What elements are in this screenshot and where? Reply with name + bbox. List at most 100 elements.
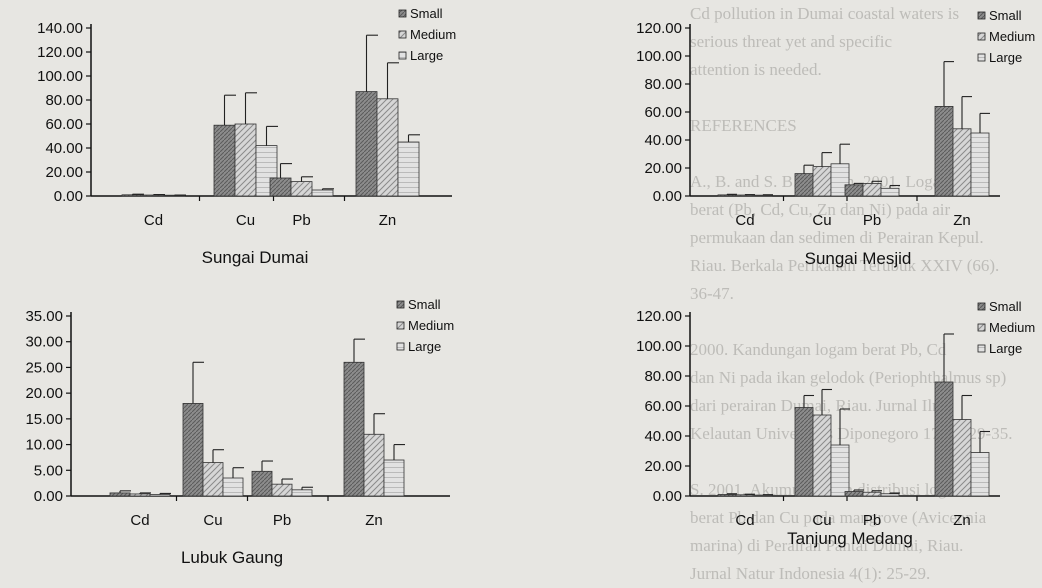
y-tick-label: 140.00 xyxy=(37,20,83,37)
background-text-line: Riau. Berkala Perikanan Terubuk XXIV (66… xyxy=(690,256,1000,275)
bar-medium-cd xyxy=(735,494,755,497)
legend-swatch xyxy=(396,300,405,309)
background-text-line: attention is needed. xyxy=(690,60,822,79)
bar-large-pb xyxy=(880,493,900,497)
y-tick-label: 100.00 xyxy=(37,68,83,85)
bar-large-zn xyxy=(970,452,990,497)
x-category-label: Cu xyxy=(812,512,831,529)
bar-medium-cd xyxy=(142,194,165,197)
bar-medium-zn xyxy=(952,128,972,197)
legend-label: Medium xyxy=(989,29,1035,44)
legend-swatch xyxy=(398,51,407,60)
background-text-line: 2000. Kandungan logam berat Pb, Cd xyxy=(690,340,947,359)
background-text-line: permukaan dan sedimen di Perairan Kepul. xyxy=(690,228,984,247)
legend-label: Small xyxy=(410,6,443,21)
legend-swatch xyxy=(977,302,986,311)
x-category-label: Cu xyxy=(236,212,255,229)
legend-label: Medium xyxy=(408,318,454,333)
x-category-label: Zn xyxy=(365,512,383,529)
chart-lubuk-gaung: 0.00 5.00 10.00 15.00 20.00 25.00 30.00 35.00 Cd… xyxy=(25,297,454,567)
y-tick-label: 40.00 xyxy=(45,140,83,157)
bar-small-pb xyxy=(251,470,273,497)
chart-title: Tanjung Medang xyxy=(787,529,913,548)
y-tick-label: 15.00 xyxy=(25,411,63,428)
bar-large-zn xyxy=(383,459,405,497)
x-category-label: Zn xyxy=(953,212,971,229)
y-tick-label: 20.00 xyxy=(25,385,63,402)
y-tick-label: 30.00 xyxy=(25,334,63,351)
legend-swatch xyxy=(977,53,986,62)
bar-small-zn xyxy=(934,381,954,497)
bar-small-cd xyxy=(109,492,131,497)
bar-large-cd xyxy=(149,494,171,497)
legend-swatch xyxy=(396,342,405,351)
x-category-label: Cd xyxy=(735,212,754,229)
y-tick-label: 0.00 xyxy=(54,188,83,205)
bar-medium-cu xyxy=(202,462,224,497)
bar-large-pb xyxy=(311,189,334,197)
y-tick-label: 5.00 xyxy=(34,462,63,479)
legend-label: Small xyxy=(408,297,441,312)
bar-large-zn xyxy=(397,141,420,197)
bar-medium-zn xyxy=(363,433,385,497)
y-tick-label: 100.00 xyxy=(636,338,682,355)
y-tick-label: 35.00 xyxy=(25,308,63,325)
y-tick-label: 20.00 xyxy=(644,458,682,475)
legend-swatch xyxy=(398,30,407,39)
chart-sungai-mesjid: 0.00 20.00 40.00 60.00 80.00 100.00 120.00 Cd Cu… xyxy=(636,8,1035,268)
chart-title: Sungai Dumai xyxy=(202,248,309,267)
y-tick-label: 80.00 xyxy=(644,76,682,93)
bar-medium-cu xyxy=(812,166,832,197)
legend-swatch xyxy=(398,9,407,18)
y-tick-label: 120.00 xyxy=(636,20,682,37)
y-tick-label: 60.00 xyxy=(45,116,83,133)
x-category-label: Zn xyxy=(953,512,971,529)
bar-small-cd xyxy=(121,194,144,197)
x-category-label: Cu xyxy=(203,512,222,529)
legend-swatch xyxy=(977,11,986,20)
bar-small-zn xyxy=(343,361,365,497)
y-tick-label: 10.00 xyxy=(25,437,63,454)
x-category-label: Cd xyxy=(735,512,754,529)
legend-label: Large xyxy=(410,48,443,63)
x-category-label: Pb xyxy=(273,512,291,529)
bar-medium-cu xyxy=(234,123,257,197)
bar-medium-pb xyxy=(290,181,313,197)
y-tick-label: 40.00 xyxy=(644,132,682,149)
bar-medium-cd xyxy=(735,194,755,197)
chart-title: Lubuk Gaung xyxy=(181,548,283,567)
bar-small-cu xyxy=(794,173,814,197)
background-text-line: REFERENCES xyxy=(690,116,797,135)
figure: 0.00 20.00 40.00 60.00 80.00 100.00 120.00 140.… xyxy=(25,6,1035,567)
legend-label: Large xyxy=(989,50,1022,65)
y-tick-label: 0.00 xyxy=(653,488,682,505)
bar-small-pb xyxy=(844,184,864,197)
background-text-line: berat Pb dan Cu pada mangrove (Avicennia xyxy=(690,508,987,527)
x-category-label: Cd xyxy=(144,212,163,229)
legend-label: Medium xyxy=(410,27,456,42)
legend-label: Large xyxy=(408,339,441,354)
y-tick-label: 100.00 xyxy=(636,48,682,65)
legend-label: Large xyxy=(989,341,1022,356)
bar-large-pb xyxy=(880,187,900,197)
legend-label: Small xyxy=(989,299,1022,314)
y-tick-label: 40.00 xyxy=(644,428,682,445)
bar-medium-pb xyxy=(862,491,882,497)
bar-small-cu xyxy=(182,403,204,497)
y-tick-label: 120.00 xyxy=(37,44,83,61)
background-text-line: marina) di Perairan Pantai Dumai, Riau. xyxy=(690,536,964,555)
bar-small-cd xyxy=(717,194,737,197)
bar-small-pb xyxy=(844,491,864,497)
bar-medium-pb xyxy=(862,182,882,197)
bar-medium-zn xyxy=(376,98,399,197)
bar-medium-cu xyxy=(812,414,832,497)
bar-small-pb xyxy=(269,177,292,197)
bar-small-zn xyxy=(934,106,954,197)
y-tick-label: 120.00 xyxy=(636,308,682,325)
x-category-label: Zn xyxy=(379,212,397,229)
bar-small-cu xyxy=(794,407,814,497)
legend-swatch xyxy=(977,32,986,41)
x-category-label: Pb xyxy=(292,212,310,229)
bar-large-cu xyxy=(222,477,244,497)
chart-title: Sungai Mesjid xyxy=(805,249,912,268)
